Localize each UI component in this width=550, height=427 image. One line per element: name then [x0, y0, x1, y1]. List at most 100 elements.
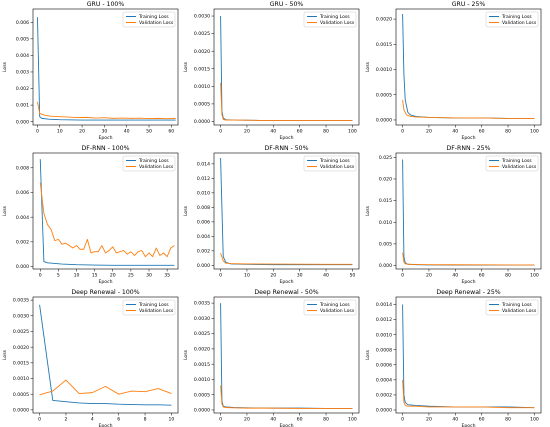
y-tick-label: 0.005 — [379, 241, 392, 247]
y-tick-label: 0.0014 — [376, 302, 392, 308]
series-group — [220, 303, 353, 409]
x-tick-label: 50 — [146, 129, 152, 135]
plot-frame — [395, 296, 542, 414]
legend-box — [303, 155, 357, 172]
subplot-2: GRU - 50% 0 20 40 60 80 100 0.0000 0.0005 0.0010 0… — [183, 1, 360, 141]
x-tick-label: 80 — [505, 417, 511, 423]
y-axis-label: Loss — [183, 349, 189, 360]
y-tick-label: 0.025 — [379, 155, 392, 161]
x-axis-label: Epoch — [98, 423, 112, 427]
y-axis-label: Loss — [365, 349, 371, 360]
subplot-8: Deep Renewal - 50% 0 20 40 60 80 100 0.0000 0.00… — [183, 289, 360, 427]
y-tick-label: 0.0005 — [194, 102, 210, 108]
y-tick-label: 0.010 — [379, 220, 392, 226]
subplot-3: GRU - 25% 0 20 40 60 80 100 0.0000 0.0005 0.0010 0… — [365, 1, 542, 141]
x-tick-label: 100 — [530, 273, 539, 279]
y-tick-label: 0.0010 — [194, 84, 210, 90]
x-tick-label: 25 — [128, 273, 134, 279]
series-group — [39, 304, 172, 406]
plot-frame — [213, 8, 360, 126]
y-tick-label: 0.0006 — [376, 362, 392, 368]
validation-loss-line — [37, 101, 176, 120]
x-tick-label: 20 — [426, 129, 432, 135]
legend-box — [122, 299, 176, 316]
x-tick-label: 100 — [530, 129, 539, 135]
x-tick-label: 0 — [401, 273, 404, 279]
y-tick-label: 0.0015 — [194, 66, 210, 72]
y-tick-label: 0.0002 — [376, 393, 392, 399]
plot-frame — [213, 296, 360, 414]
x-tick-label: 0 — [39, 273, 42, 279]
training-loss-line — [39, 304, 172, 406]
legend-box — [122, 155, 176, 172]
plot-frame — [395, 152, 542, 270]
x-tick-label: 20 — [110, 273, 116, 279]
x-tick-label: 100 — [348, 417, 357, 423]
y-tick-label: 0.0000 — [376, 408, 392, 414]
y-tick-label: 0.000 — [16, 264, 29, 270]
y-tick-label: 0.0025 — [194, 331, 210, 337]
y-tick-label: 0.0010 — [194, 377, 210, 383]
legend-label-training: Training Loss — [319, 302, 350, 308]
y-tick-label: 0.0025 — [194, 31, 210, 37]
validation-loss-line — [402, 99, 535, 119]
y-tick-label: 0.0012 — [376, 317, 392, 323]
plot-frame — [395, 8, 542, 126]
x-tick-label: 30 — [101, 129, 107, 135]
validation-loss-line — [220, 385, 353, 409]
legend-box — [303, 299, 357, 316]
legend-label-training: Training Loss — [138, 14, 169, 20]
x-tick-label: 60 — [479, 417, 485, 423]
x-tick-label: 0 — [401, 417, 404, 423]
y-tick-label: 0.0035 — [194, 301, 210, 307]
x-axis-label: Epoch — [461, 279, 475, 285]
y-tick-label: 0.0015 — [194, 362, 210, 368]
y-tick-label: 0.0010 — [376, 67, 392, 73]
y-tick-label: 0.0005 — [194, 392, 210, 398]
y-tick-label: 0.0015 — [376, 42, 392, 48]
x-axis-label: Epoch — [98, 135, 112, 141]
y-tick-label: 0.012 — [197, 176, 210, 182]
legend-label-validation: Validation Loss — [502, 308, 537, 314]
subplot-1: GRU - 100% 0 10 20 30 40 50 60 0.000 0.001 0.002 0.… — [2, 1, 179, 141]
y-axis-label: Loss — [365, 205, 371, 216]
legend-label-training: Training Loss — [138, 302, 169, 308]
validation-loss-line — [39, 182, 175, 258]
y-tick-label: 0.0030 — [194, 316, 210, 322]
y-tick-label: 0.005 — [16, 36, 29, 42]
validation-loss-line — [402, 379, 535, 409]
x-tick-label: 0 — [219, 417, 222, 423]
subplot-title: DF-RNN - 100% — [82, 145, 130, 152]
x-tick-label: 2 — [64, 417, 67, 423]
y-tick-label: 0.0000 — [13, 407, 29, 413]
y-tick-label: 0.0025 — [13, 329, 29, 335]
x-tick-label: 0 — [219, 273, 222, 279]
x-tick-label: 0 — [36, 129, 39, 135]
series-group — [37, 17, 176, 121]
series-group — [402, 14, 535, 119]
subplot-title: DF-RNN - 25% — [446, 145, 490, 152]
x-tick-label: 40 — [270, 417, 276, 423]
y-tick-label: 0.003 — [16, 70, 29, 76]
legend-label-validation: Validation Loss — [502, 20, 537, 26]
subplot-title: Deep Renewal - 50% — [254, 289, 318, 296]
y-tick-label: 0.004 — [197, 234, 210, 240]
subplot-title: GRU - 100% — [87, 1, 125, 8]
legend-label-validation: Validation Loss — [320, 20, 355, 26]
series-group — [402, 159, 535, 266]
x-tick-label: 80 — [323, 129, 329, 135]
x-tick-label: 50 — [349, 273, 355, 279]
y-tick-label: 0.0030 — [194, 14, 210, 20]
plot-frame — [32, 152, 179, 270]
training-loss-line — [220, 158, 353, 266]
x-tick-label: 5 — [57, 273, 60, 279]
y-tick-label: 0.006 — [16, 20, 29, 26]
y-tick-label: 0.008 — [197, 205, 210, 211]
y-tick-label: 0.001 — [16, 103, 29, 109]
y-tick-label: 0.000 — [379, 263, 392, 269]
